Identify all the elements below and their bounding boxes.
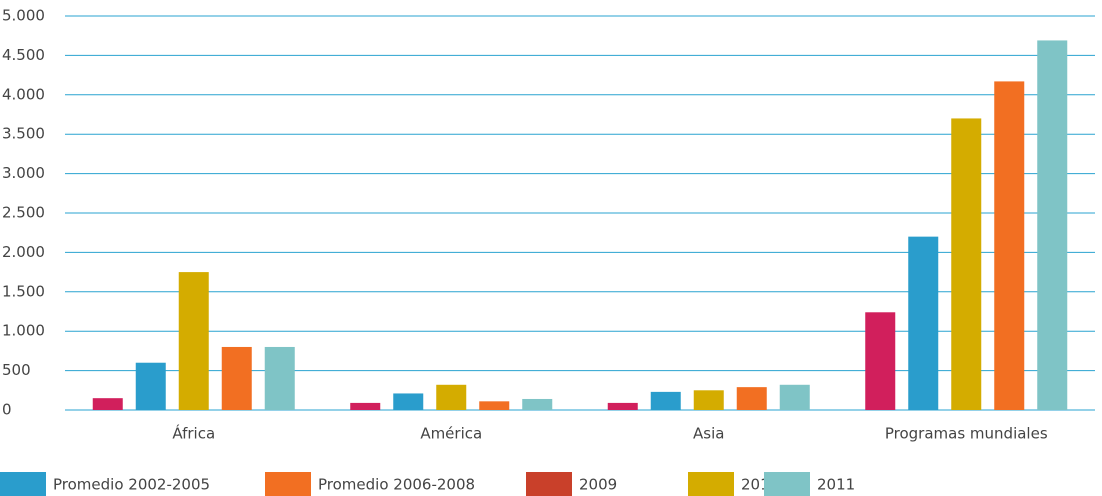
bar bbox=[350, 402, 381, 410]
bar bbox=[393, 393, 424, 410]
bar bbox=[607, 402, 638, 410]
x-tick-label: África bbox=[172, 424, 215, 443]
x-tick-label: Asia bbox=[693, 425, 724, 443]
legend-swatch bbox=[764, 472, 810, 496]
legend-label: Promedio 2002-2005 bbox=[53, 476, 210, 494]
bar bbox=[264, 346, 295, 410]
legend-swatch bbox=[526, 472, 572, 496]
y-tick-label: 0 bbox=[2, 401, 12, 419]
y-tick-label: 2.500 bbox=[2, 204, 45, 222]
legend-label: Promedio 2006-2008 bbox=[318, 476, 475, 494]
legend-swatch bbox=[688, 472, 734, 496]
bar bbox=[951, 118, 982, 410]
y-tick-label: 2.000 bbox=[2, 243, 45, 261]
bar bbox=[479, 401, 510, 410]
legend-label: 2011 bbox=[817, 476, 855, 494]
bar bbox=[522, 398, 553, 410]
x-tick-label: América bbox=[420, 425, 482, 443]
y-tick-label: 4.000 bbox=[2, 85, 45, 103]
y-tick-label: 500 bbox=[2, 361, 31, 379]
bar bbox=[693, 390, 724, 410]
legend-swatch bbox=[265, 472, 311, 496]
bar bbox=[650, 391, 681, 410]
bar bbox=[221, 346, 252, 410]
bar bbox=[178, 272, 209, 410]
bar bbox=[135, 362, 166, 410]
legend-swatch bbox=[0, 472, 46, 496]
bar bbox=[736, 387, 767, 410]
bar bbox=[865, 312, 896, 410]
bar bbox=[1037, 40, 1068, 410]
x-tick-label: Programas mundiales bbox=[885, 425, 1048, 443]
y-tick-label: 1.500 bbox=[2, 282, 45, 300]
bar bbox=[436, 384, 467, 410]
y-tick-label: 5.000 bbox=[2, 7, 45, 25]
bar bbox=[779, 384, 810, 410]
y-tick-label: 4.500 bbox=[2, 46, 45, 64]
bar bbox=[908, 236, 939, 410]
legend-label: 2009 bbox=[579, 476, 617, 494]
bar bbox=[994, 81, 1025, 411]
y-tick-label: 3.000 bbox=[2, 164, 45, 182]
y-tick-label: 3.500 bbox=[2, 125, 45, 143]
y-tick-label: 1.000 bbox=[2, 322, 45, 340]
bar bbox=[92, 398, 123, 410]
